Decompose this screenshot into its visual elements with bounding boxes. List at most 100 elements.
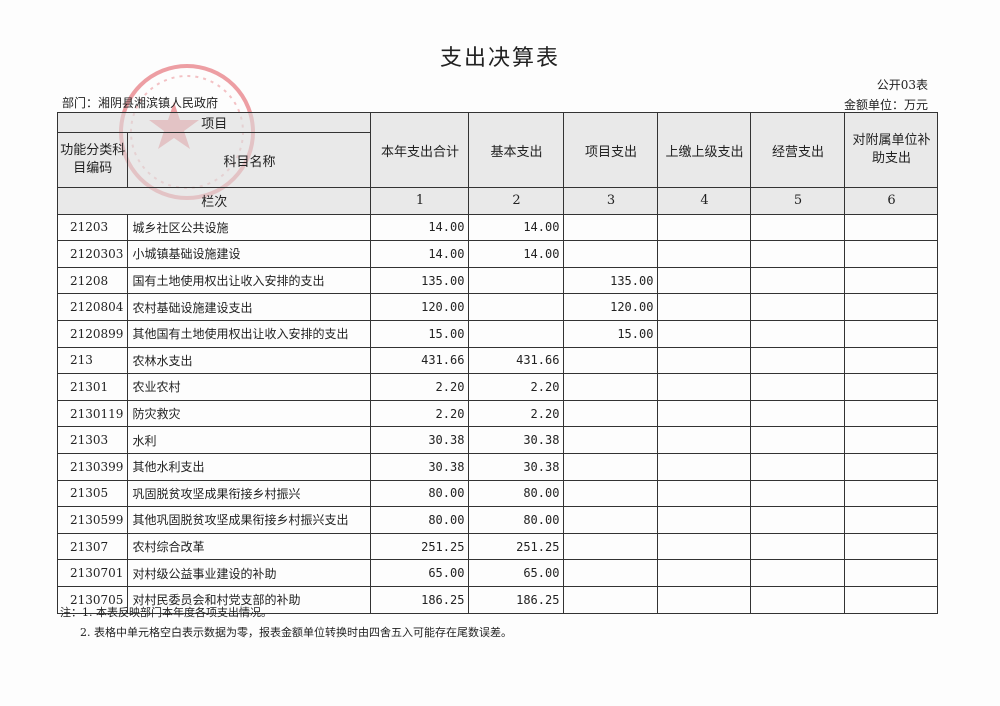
col-header: 经营支出 [750, 112, 846, 188]
row-value: 30.38 [370, 452, 470, 481]
row-value [657, 399, 752, 428]
table-row: 21208 国有土地使用权出让收入安排的支出 135.00 135.00 [56, 266, 939, 295]
row-code: 21208 [56, 266, 129, 295]
row-value: 120.00 [370, 293, 470, 321]
row-value [563, 479, 659, 508]
row-name: 其他水利支出 [127, 452, 372, 481]
row-value [657, 346, 752, 375]
row-value [750, 319, 846, 348]
row-value [657, 293, 752, 321]
row-code: 2120899 [56, 319, 129, 348]
department: 部门：湘阴县湘滨镇人民政府 [62, 96, 219, 110]
row-value [750, 585, 846, 614]
col-header: 项目支出 [563, 112, 659, 188]
row-code: 2130399 [56, 452, 129, 481]
row-value: 251.25 [370, 532, 470, 561]
row-value [750, 399, 846, 428]
row-name: 农村综合改革 [127, 532, 372, 561]
col-number: 6 [844, 187, 939, 215]
row-value [750, 240, 846, 268]
row-value [468, 266, 565, 295]
row-value [657, 506, 752, 534]
row-name: 国有土地使用权出让收入安排的支出 [127, 266, 372, 295]
row-value [844, 532, 939, 561]
col-header: 基本支出 [468, 112, 565, 188]
row-value [657, 452, 752, 481]
row-value: 2.20 [468, 373, 565, 401]
col-number: 5 [750, 187, 846, 215]
header-row-label: 栏次 [56, 187, 372, 215]
row-value [750, 452, 846, 481]
row-value [750, 426, 846, 454]
row-code: 2130701 [56, 559, 129, 587]
table-row: 2130119 防灾救灾 2.20 2.20 [56, 399, 939, 428]
row-value [657, 240, 752, 268]
row-value [563, 452, 659, 481]
row-value: 14.00 [468, 240, 565, 268]
row-value [844, 213, 939, 242]
row-value [844, 585, 939, 614]
row-value [844, 399, 939, 428]
row-code: 21301 [56, 373, 129, 401]
row-value: 135.00 [563, 266, 659, 295]
row-name: 其他国有土地使用权出让收入安排的支出 [127, 319, 372, 348]
row-value [563, 426, 659, 454]
row-name: 防灾救灾 [127, 399, 372, 428]
row-value: 2.20 [370, 373, 470, 401]
row-code: 21203 [56, 213, 129, 242]
row-value [563, 585, 659, 614]
row-code: 21303 [56, 426, 129, 454]
row-value [657, 585, 752, 614]
row-value [750, 346, 846, 375]
row-value: 80.00 [370, 506, 470, 534]
table-row: 21303 水利 30.38 30.38 [56, 426, 939, 454]
table-row: 2130599 其他巩固脱贫攻坚成果衔接乡村振兴支出 80.00 80.00 [56, 506, 939, 534]
col-number: 3 [563, 187, 659, 215]
row-value: 14.00 [468, 213, 565, 242]
row-value: 186.25 [370, 585, 470, 614]
page-title: 支出决算表 [439, 46, 560, 71]
row-value [563, 506, 659, 534]
row-code: 21305 [56, 479, 129, 508]
row-value: 65.00 [468, 559, 565, 587]
row-value [563, 373, 659, 401]
note-1: 注：1. 本表反映部门本年度各项支出情况。 [60, 606, 272, 619]
row-code: 2120804 [56, 293, 129, 321]
notes: 注：1. 本表反映部门本年度各项支出情况。 2. 表格中单元格空白表示数据为零，… [60, 603, 512, 643]
row-value [844, 506, 939, 534]
row-value [750, 506, 846, 534]
table-row: 21203 城乡社区公共设施 14.00 14.00 [56, 213, 939, 242]
col-header: 上缴上级支出 [657, 112, 752, 188]
header-name: 科目名称 [127, 132, 372, 188]
row-value: 30.38 [370, 426, 470, 454]
table-row: 21301 农业农村 2.20 2.20 [56, 373, 939, 401]
row-name: 城乡社区公共设施 [127, 213, 372, 242]
row-value: 65.00 [370, 559, 470, 587]
row-value [750, 532, 846, 561]
amount-unit: 金额单位：万元 [843, 98, 928, 112]
row-name: 水利 [127, 426, 372, 454]
row-value [657, 319, 752, 348]
row-value: 135.00 [370, 266, 470, 295]
row-value: 80.00 [468, 506, 565, 534]
row-value [750, 479, 846, 508]
row-value [657, 559, 752, 587]
col-number: 1 [370, 187, 470, 215]
row-code: 2130119 [56, 399, 129, 428]
row-name: 农村基础设施建设支出 [127, 293, 372, 321]
row-value [563, 213, 659, 242]
row-value [844, 346, 939, 375]
expenditure-table: 项目 本年支出合计 基本支出 项目支出 上缴上级支出 经营支出 对附属单位补助支… [56, 112, 939, 614]
table-row: 213 农林水支出 431.66 431.66 [56, 346, 939, 375]
col-number: 4 [657, 187, 752, 215]
row-value [750, 559, 846, 587]
table-row: 21305 巩固脱贫攻坚成果衔接乡村振兴 80.00 80.00 [56, 479, 939, 508]
row-code: 21307 [56, 532, 129, 561]
row-code: 2120303 [56, 240, 129, 268]
row-name: 巩固脱贫攻坚成果衔接乡村振兴 [127, 479, 372, 508]
row-value: 80.00 [468, 479, 565, 508]
row-value: 14.00 [370, 240, 470, 268]
row-value: 186.25 [468, 585, 565, 614]
row-code: 2130599 [56, 506, 129, 534]
row-value [563, 240, 659, 268]
